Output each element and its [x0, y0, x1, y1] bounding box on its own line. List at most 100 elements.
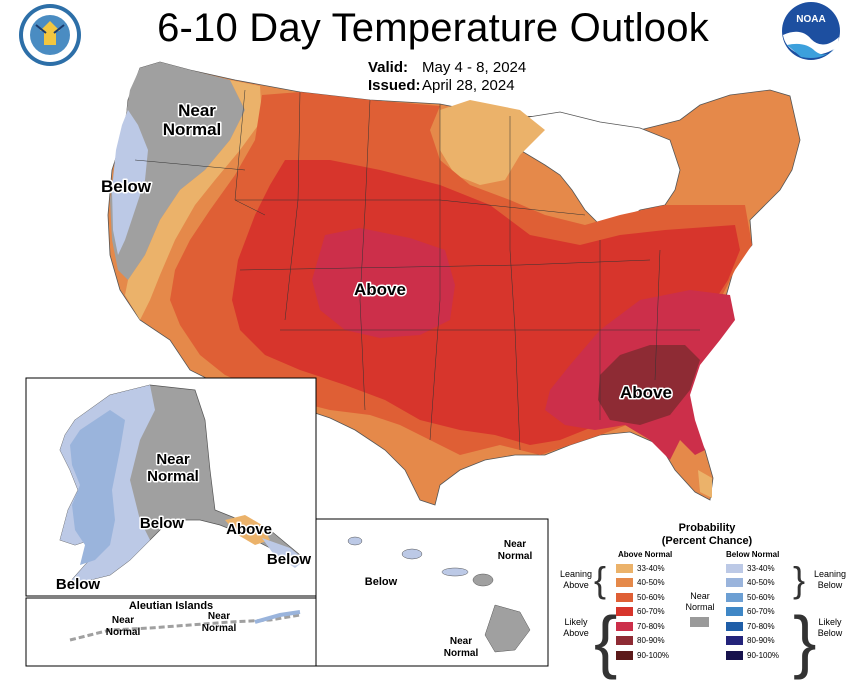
legend-below-bin-label: 33-40%: [747, 563, 775, 573]
conus-above-florida: [698, 470, 712, 498]
label-aleutian-near-left-1: Near: [112, 615, 134, 626]
alaska-above-panhandle: [225, 515, 270, 545]
legend-leaning-above-1: Leaning: [559, 569, 593, 579]
label-alaska-below-panhandle: Below: [267, 551, 312, 568]
legend-above-bin-label: 40-50%: [637, 578, 665, 587]
issued-label: Issued:: [368, 77, 421, 94]
legend-below-bin-row: 60-70%: [726, 607, 775, 617]
legend-below-bin-swatch: [726, 607, 743, 616]
legend-below-bin-label: 80-90%: [747, 636, 775, 645]
legend-likely-below-1: Likely: [818, 617, 842, 627]
legend-above-bin-swatch: [616, 621, 633, 631]
legend-below-bin-label: 70-80%: [747, 621, 775, 631]
noaa-logo-text: NOAA: [796, 14, 825, 25]
legend-below-bin-row: 50-60%: [726, 592, 775, 602]
legend-above-bin-label: 90-100%: [637, 650, 670, 660]
legend-above-bin-label: 50-60%: [637, 592, 665, 602]
label-hawaii-near-bottom-1: Near: [450, 636, 472, 647]
label-hawaii-near-top-2: Normal: [498, 551, 533, 562]
legend-above-bin-swatch: [616, 578, 633, 587]
issued-value: April 28, 2024: [422, 77, 515, 94]
legend-brace-leaning-above: {: [594, 559, 607, 600]
legend-leaning-below-2: Below: [817, 580, 843, 590]
conus-above-33-40-west: [125, 80, 262, 320]
legend-below-bin-swatch: [726, 563, 743, 573]
legend-near-normal: Near Normal: [680, 591, 720, 613]
label-hawaii-below: Below: [365, 576, 398, 588]
label-aleutian-title: Aleutian Islands: [129, 600, 213, 612]
legend-above-bin-label: 70-80%: [637, 621, 665, 631]
legend-below-bin-row: 33-40%: [726, 563, 775, 573]
legend-above-header: Above Normal: [618, 550, 673, 559]
noaa-logo-icon: NOAA: [782, 2, 840, 60]
legend-below-bin-label: 90-100%: [747, 650, 780, 660]
issued-date: Issued:April 28, 2024: [368, 77, 515, 94]
legend-leaning-below-1: Leaning: [813, 569, 847, 579]
legend-likely-above-1: Likely: [564, 617, 588, 627]
legend-below-bin-swatch: [726, 621, 743, 631]
state-boundaries: [134, 89, 700, 451]
alaska-below-panhandle: [262, 538, 305, 568]
aleutian-inset: [25, 597, 317, 667]
legend-above-bin-swatch: [616, 563, 633, 573]
legend-above-bin-row: 40-50%: [616, 578, 665, 588]
legend-brace-leaning-below: {: [793, 559, 806, 600]
legend-above-bin-label: 33-40%: [637, 563, 665, 573]
island-big-island: [484, 604, 531, 653]
legend-below-header: Below Normal: [726, 550, 780, 559]
legend-above-bin-swatch: [616, 607, 633, 616]
label-hawaii-near-top-1: Near: [504, 539, 526, 550]
legend-above-bin-row: 50-60%: [616, 592, 665, 602]
great-lakes: [509, 111, 681, 226]
hawaii-inset: [315, 518, 549, 667]
alaska-inset: [25, 377, 317, 597]
legend-below-bin-swatch: [726, 650, 743, 660]
legend-above-bin-swatch: [616, 650, 633, 660]
legend-likely-below-2: Below: [817, 628, 843, 638]
legend-below-bin-swatch: [726, 636, 743, 645]
legend-likely-above-2: Above: [563, 628, 589, 638]
alaska-below-inner: [70, 410, 125, 565]
label-alaska-above: Above: [226, 521, 272, 538]
label-alaska-below-south: Below: [140, 515, 185, 532]
island-oahu: [401, 548, 423, 560]
legend-leaning-below: Leaning Below: [808, 569, 852, 591]
island-maui: [472, 573, 494, 587]
legend-above-bin-row: 70-80%: [616, 621, 665, 631]
legend-brace-likely-above: {: [594, 602, 618, 680]
map-title: 6-10 Day Temperature Outlook: [157, 6, 709, 50]
legend-leaning-above: Leaning Above: [556, 569, 596, 591]
conus-above-80-90: [598, 345, 700, 425]
legend-below-bin-row: 40-50%: [726, 578, 775, 588]
legend-above-bin-swatch: [616, 592, 633, 602]
conus-above-33-40-north: [440, 100, 545, 185]
legend-above-bin-row: 60-70%: [616, 607, 665, 617]
legend-above-bin-label: 80-90%: [637, 636, 665, 645]
island-molokai: [441, 567, 469, 577]
conus-region: [107, 61, 801, 506]
legend-below-bin-row: 70-80%: [726, 621, 775, 631]
legend-above-bin-row: 90-100%: [616, 650, 669, 660]
label-conus-above-central: Above: [354, 280, 406, 299]
legend-above-bin-row: 80-90%: [616, 636, 665, 646]
probability-legend: Probability (Percent Chance) Above Norma…: [548, 518, 866, 680]
conus-near-normal-area: [110, 62, 245, 280]
legend-below-bin-row: 80-90%: [726, 636, 775, 646]
label-aleutian-near-right-2: Normal: [202, 623, 237, 634]
valid-value: May 4 - 8, 2024: [422, 59, 527, 76]
valid-label: Valid:: [368, 59, 409, 76]
legend-below-bin-swatch: [726, 592, 743, 602]
legend-title: Probability (Percent Chance): [548, 522, 866, 548]
label-alaska-near-1: Near: [156, 451, 190, 468]
legend-below-bin-label: 60-70%: [747, 607, 775, 616]
label-conus-above-southeast: Above: [620, 383, 672, 402]
label-alaska-below-west: Below: [56, 576, 101, 593]
legend-leaning-above-2: Above: [563, 580, 589, 590]
legend-near-normal-2: Normal: [685, 602, 715, 612]
legend-above-bin-row: 33-40%: [616, 563, 665, 573]
conus-above-70-80-central: [312, 228, 455, 338]
label-conus-below: Below: [101, 177, 152, 196]
legend-likely-above: Likely Above: [556, 617, 596, 639]
conus-below-area: [112, 110, 148, 255]
commerce-seal-icon: [19, 4, 81, 66]
